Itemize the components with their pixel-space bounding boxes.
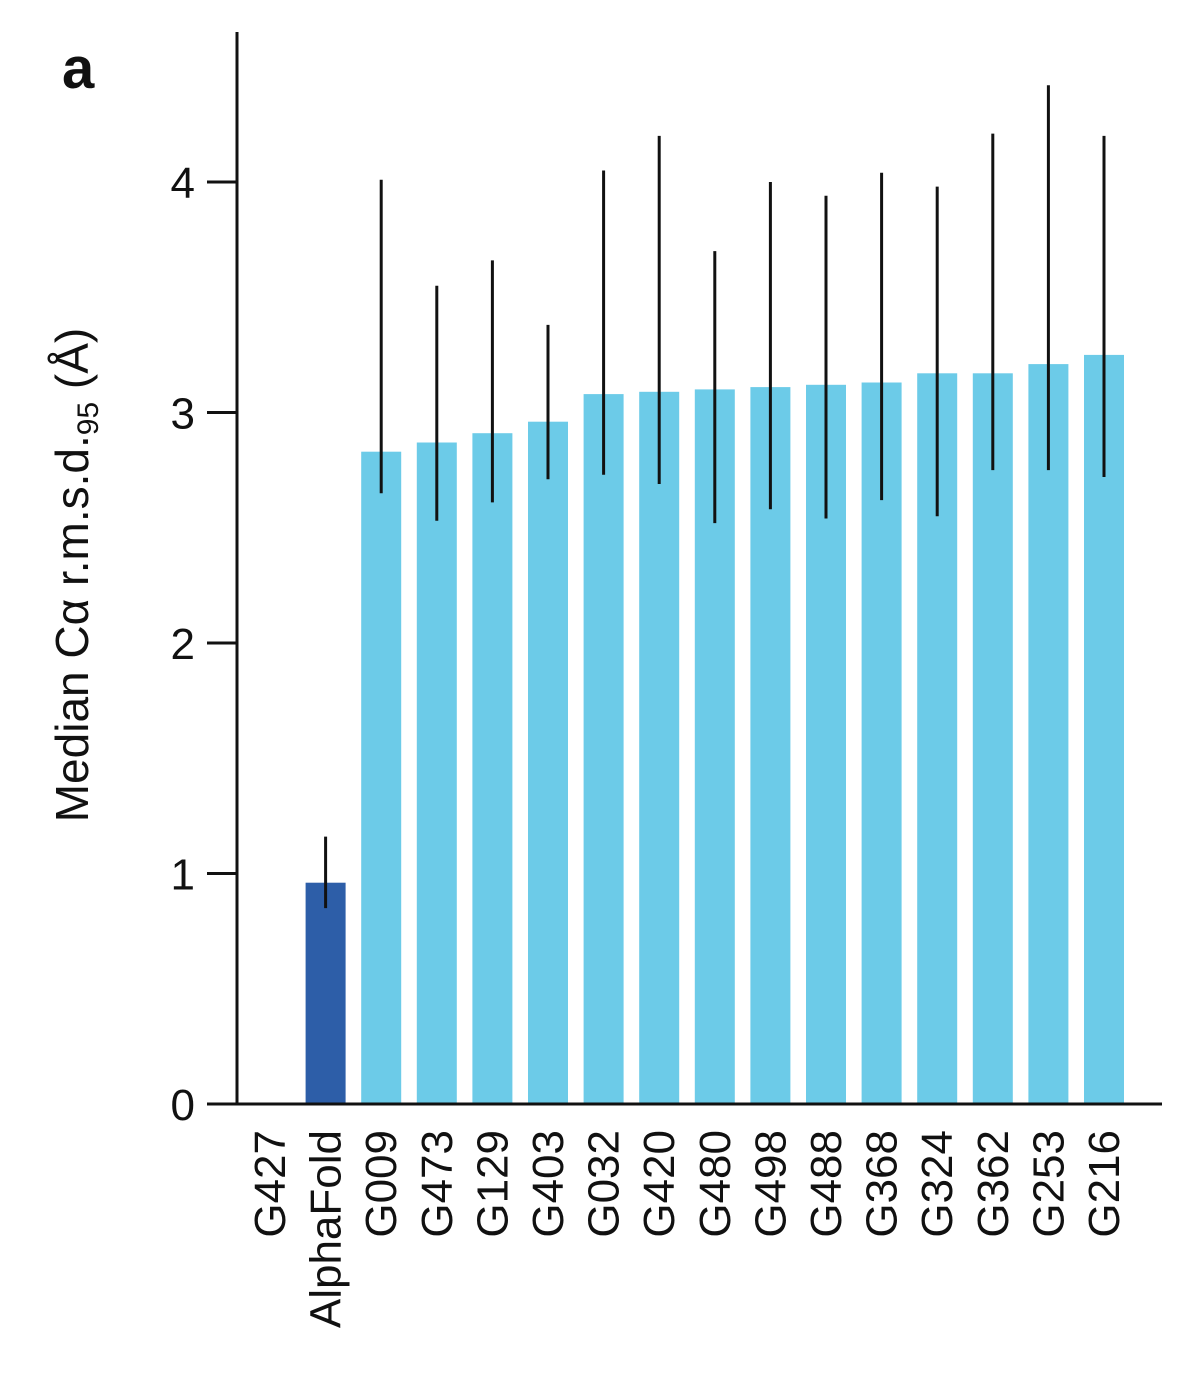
y-axis-label: Median Cα r.m.s.d.95 (Å) <box>46 328 105 823</box>
x-tick-label-g420: G420 <box>635 1130 684 1238</box>
y-axis: 0 1 2 3 4 <box>171 32 239 1130</box>
x-tick-label-g009: G009 <box>357 1130 406 1238</box>
bar-alphafold <box>305 882 346 1104</box>
bar-g253 <box>1028 364 1069 1105</box>
y-tick-label-4: 4 <box>171 159 195 208</box>
x-tick-label-g488: G488 <box>802 1130 851 1238</box>
bar-g473 <box>416 442 457 1104</box>
y-axis-label-main: Median Cα r.m.s.d. <box>46 435 98 822</box>
y-tick-label-2: 2 <box>171 620 195 669</box>
bar-g009 <box>361 451 402 1104</box>
y-axis-label-unit: (Å) <box>46 328 98 402</box>
y-tick-label-3: 3 <box>171 390 195 439</box>
x-tick-label-alphafold: AlphaFold <box>302 1130 351 1328</box>
bar-g420 <box>639 391 680 1104</box>
x-tick-label-g324: G324 <box>913 1130 962 1238</box>
svg-text:Median Cα r.m.s.d.95 (Å): Median Cα r.m.s.d.95 (Å) <box>46 328 105 823</box>
bar-g362 <box>972 373 1013 1104</box>
x-tick-label-g129: G129 <box>468 1130 517 1238</box>
x-tick-label-g427: G427 <box>246 1130 295 1238</box>
x-tick-label-g473: G473 <box>413 1130 462 1238</box>
bars-group <box>305 354 1124 1105</box>
panel-letter: a <box>62 36 95 101</box>
y-tick-label-0: 0 <box>171 1081 195 1130</box>
x-tick-label-g216: G216 <box>1080 1130 1129 1238</box>
error-bars-group <box>324 85 1106 909</box>
x-tick-label-g032: G032 <box>580 1130 629 1238</box>
x-tick-label-g368: G368 <box>858 1130 907 1238</box>
bar-g368 <box>861 382 902 1104</box>
x-tick-label-g498: G498 <box>746 1130 795 1238</box>
x-axis: G427 AlphaFold G009 G473 G129 G403 G032 G420 G48… <box>207 1102 1162 1328</box>
y-tick-label-1: 1 <box>171 851 195 900</box>
x-tick-label-g253: G253 <box>1024 1130 1073 1238</box>
bar-g216 <box>1084 354 1124 1104</box>
bar-g403 <box>528 421 568 1104</box>
x-tick-label-g403: G403 <box>524 1130 573 1238</box>
y-axis-label-subscript: 95 <box>72 402 105 435</box>
bar-g032 <box>583 394 624 1105</box>
x-tick-label-g480: G480 <box>691 1130 740 1238</box>
x-tick-label-g362: G362 <box>969 1130 1018 1238</box>
bar-g129 <box>472 433 513 1104</box>
